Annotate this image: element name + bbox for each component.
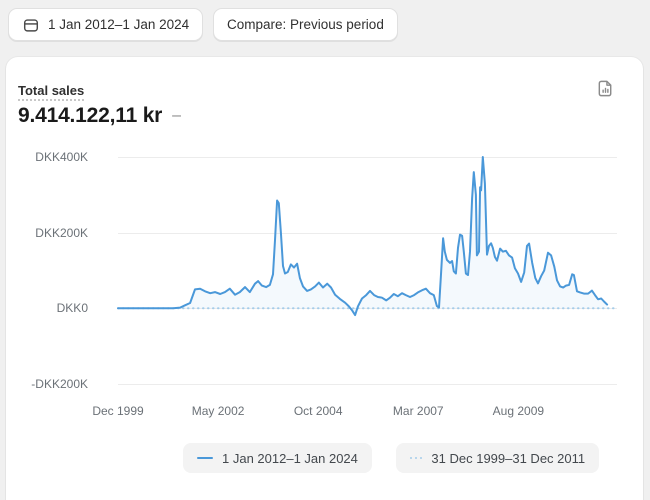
chart-legend: 1 Jan 2012–1 Jan 2024 31 Dec 1999–31 Dec… <box>183 443 600 473</box>
metric-value-row: 9.414.122,11 kr – <box>18 104 181 128</box>
legend-label-comparison: 31 Dec 1999–31 Dec 2011 <box>431 450 586 466</box>
metric-title[interactable]: Total sales <box>18 83 85 101</box>
legend-item-current-period[interactable]: 1 Jan 2012–1 Jan 2024 <box>183 443 372 473</box>
gridline <box>118 384 617 385</box>
x-axis-label: Dec 1999 <box>92 404 144 418</box>
metric-value: 9.414.122,11 kr <box>18 104 163 127</box>
calendar-icon <box>22 16 40 34</box>
report-icon <box>596 79 615 103</box>
x-axis-label: May 2002 <box>191 404 245 418</box>
compare-label: Compare: Previous period <box>227 17 384 32</box>
dotted-line-swatch <box>409 456 423 460</box>
change-indicator: – <box>172 107 182 124</box>
solid-line-swatch <box>197 456 213 460</box>
date-range-label: 1 Jan 2012–1 Jan 2024 <box>48 17 190 32</box>
gridline <box>118 157 617 158</box>
y-axis-label: DKK200K <box>35 225 88 240</box>
gridline <box>118 232 617 234</box>
x-axis-label: Oct 2004 <box>293 404 343 418</box>
legend-label-current: 1 Jan 2012–1 Jan 2024 <box>222 450 358 466</box>
compare-button[interactable]: Compare: Previous period <box>213 8 398 41</box>
legend-item-comparison-period[interactable]: 31 Dec 1999–31 Dec 2011 <box>395 443 600 473</box>
y-axis-label: DKK0 <box>56 301 88 316</box>
date-range-button[interactable]: 1 Jan 2012–1 Jan 2024 <box>8 8 204 41</box>
y-axis-label: DKK400K <box>35 150 88 164</box>
x-axis-label: Aug 2009 <box>492 404 545 418</box>
report-button[interactable] <box>590 76 620 106</box>
x-axis-label: Mar 2007 <box>392 404 444 418</box>
gridline <box>118 308 617 310</box>
y-axis-label: -DKK200K <box>31 377 88 391</box>
